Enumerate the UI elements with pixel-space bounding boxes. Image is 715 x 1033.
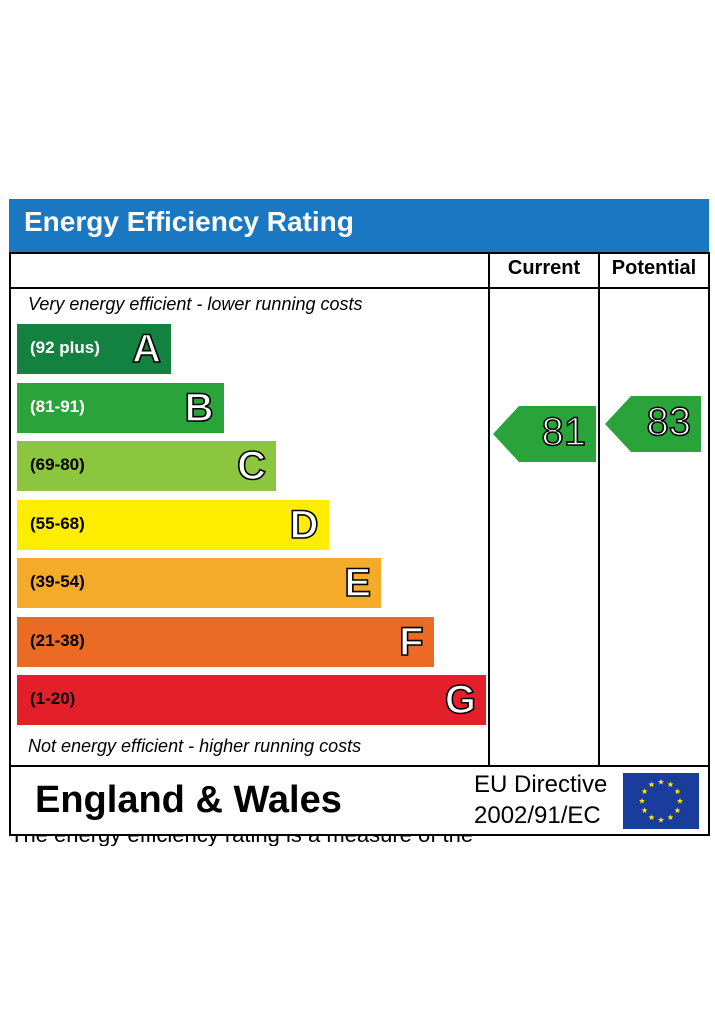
band-g: (1-20) G <box>17 675 486 725</box>
band-letter: E <box>344 560 372 606</box>
band-range-label: (81-91) <box>30 396 85 416</box>
eu-star-icon <box>638 797 646 804</box>
chart-title: Energy Efficiency Rating <box>24 206 354 237</box>
eu-star-icon <box>667 814 674 821</box>
band-range-label: (69-80) <box>30 455 85 474</box>
band-b: (81-91) B <box>17 382 224 433</box>
band-range-label: (39-54) <box>30 572 85 591</box>
eu-star-icon <box>648 814 655 821</box>
bottom-caption: Not energy efficient - higher running co… <box>28 736 362 756</box>
eu-star-icon <box>667 781 674 788</box>
band-letter: D <box>289 502 319 548</box>
header-divider <box>9 287 708 289</box>
band-a: (92 plus) A <box>17 324 171 374</box>
chart-frame <box>9 252 710 836</box>
eu-star-icon <box>641 788 648 795</box>
eu-star-icon <box>648 781 655 788</box>
current-rating-value: 81 <box>541 409 587 455</box>
eu-directive-line2: 2002/91/EC <box>474 802 601 829</box>
cutoff-text-line: The energy efficiency rating is a measur… <box>10 836 473 846</box>
eu-star-icon <box>657 778 665 785</box>
divider-potential <box>598 252 600 766</box>
eu-star-icon <box>641 807 648 814</box>
band-d: (55-68) D <box>17 499 329 550</box>
eu-star-icon <box>676 797 684 804</box>
band-range-label: (21-38) <box>30 630 85 650</box>
band-f: (21-38) F <box>17 616 434 667</box>
band-letter: A <box>131 326 161 372</box>
eu-star-icon <box>674 788 681 795</box>
divider-current <box>488 252 490 766</box>
eu-star-icon <box>674 807 681 814</box>
band-c: (69-80) C <box>17 441 276 491</box>
potential-rating-arrow: 83 <box>605 395 701 452</box>
band-letter: B <box>184 385 214 431</box>
band-letter: F <box>398 619 424 665</box>
eu-directive-line1: EU Directive <box>474 771 608 798</box>
band-e: (39-54) E <box>17 558 381 608</box>
footer-divider <box>9 765 708 767</box>
band-letter: C <box>236 443 266 489</box>
potential-rating-value: 83 <box>646 399 692 445</box>
current-rating-arrow: 81 <box>493 405 596 462</box>
chart-title-bar: Energy Efficiency Rating <box>9 199 709 252</box>
top-caption: Very energy efficient - lower running co… <box>28 294 363 314</box>
band-range-label: (1-20) <box>30 689 76 708</box>
eu-flag-icon <box>623 773 699 829</box>
band-letter: G <box>444 677 477 723</box>
column-header-potential: Potential <box>611 257 697 279</box>
eu-directive: EU Directive 2002/91/EC <box>474 769 607 831</box>
band-range-label: (92 plus) <box>30 338 100 357</box>
eu-star-icon <box>657 816 665 823</box>
band-range-label: (55-68) <box>30 513 85 533</box>
energy-rating-chart: Energy Efficiency Rating Current Potenti… <box>9 199 710 836</box>
cutoff-text: The energy efficiency rating is a measur… <box>0 836 715 846</box>
column-header-current: Current <box>507 257 581 279</box>
region-label: England & Wales <box>35 779 342 821</box>
